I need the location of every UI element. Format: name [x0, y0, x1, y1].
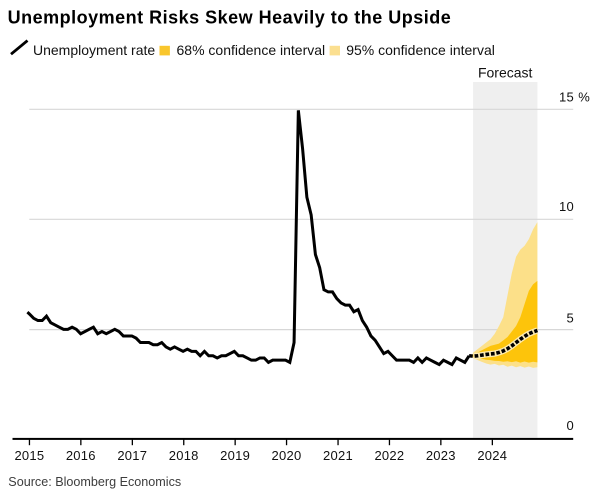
- svg-text:10: 10: [559, 199, 574, 214]
- svg-text:2020: 2020: [272, 448, 302, 463]
- svg-text:0: 0: [567, 418, 574, 433]
- svg-text:2016: 2016: [66, 448, 96, 463]
- svg-text:2017: 2017: [117, 448, 147, 463]
- svg-text:2023: 2023: [426, 448, 456, 463]
- svg-text:2018: 2018: [169, 448, 199, 463]
- svg-text:Source: Bloomberg Economics: Source: Bloomberg Economics: [8, 475, 181, 489]
- svg-text:Unemployment Risks Skew Heavil: Unemployment Risks Skew Heavily to the U…: [8, 7, 452, 27]
- svg-text:2019: 2019: [220, 448, 250, 463]
- svg-text:2015: 2015: [14, 448, 44, 463]
- svg-text:2024: 2024: [477, 448, 507, 463]
- svg-text:5: 5: [567, 310, 574, 325]
- svg-text:2021: 2021: [323, 448, 353, 463]
- svg-text:15: 15: [559, 90, 574, 105]
- svg-text:2022: 2022: [374, 448, 404, 463]
- svg-text:68% confidence interval: 68% confidence interval: [177, 42, 326, 58]
- svg-text:Unemployment rate: Unemployment rate: [33, 42, 155, 58]
- svg-text:%: %: [578, 90, 590, 105]
- svg-text:Forecast: Forecast: [478, 65, 533, 81]
- svg-text:95% confidence interval: 95% confidence interval: [346, 42, 495, 58]
